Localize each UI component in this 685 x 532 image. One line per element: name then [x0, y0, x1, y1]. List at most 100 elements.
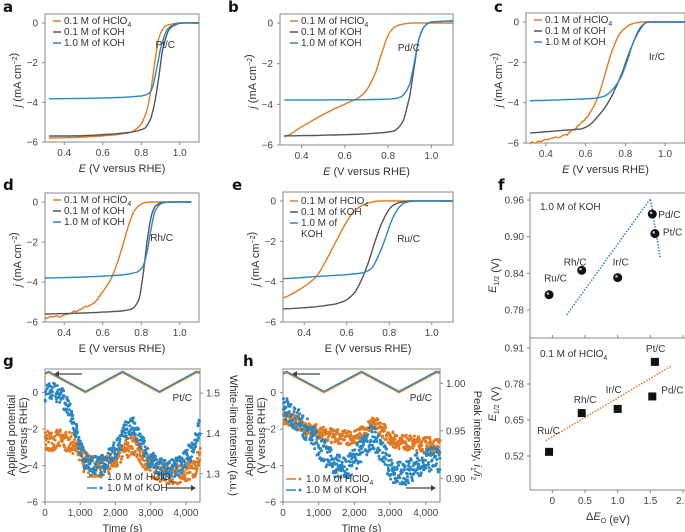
panel-label: e [232, 176, 242, 194]
scatter-point [349, 430, 353, 434]
scatter-point [138, 432, 142, 436]
scatter-point [313, 447, 317, 451]
scatter-point [130, 426, 134, 430]
scatter-point [106, 464, 110, 468]
right-y-tick-label: 0.95 [446, 426, 466, 437]
scatter-point [71, 440, 75, 444]
scatter-point [327, 460, 331, 464]
scatter-point [384, 457, 388, 461]
scatter-point [405, 472, 409, 476]
plot-frame [44, 13, 200, 143]
scatter-point [86, 454, 90, 458]
scatter-point [422, 468, 426, 472]
scatter-point [198, 433, 202, 436]
scatter-point [130, 450, 134, 454]
scatter-point [70, 409, 74, 413]
scatter-point [175, 459, 179, 463]
x-axis-label: E (V versus RHE) [79, 343, 166, 355]
x-tick-label: 2,000 [103, 508, 128, 519]
scatter-point [411, 446, 415, 450]
scatter-point [125, 427, 129, 431]
scatter-point [133, 449, 137, 453]
condition-label: 0.1 M of HClO4 [540, 349, 607, 362]
scatter-point [67, 430, 71, 434]
y-tick-label: −4 [508, 98, 520, 109]
y-tick-label: 0.78 [505, 380, 525, 391]
scatter-point [138, 450, 142, 454]
scatter-point [380, 435, 384, 439]
scatter-point [57, 441, 61, 445]
panel-label: h [243, 352, 254, 370]
legend-marker [99, 475, 103, 479]
scatter-point [194, 441, 198, 445]
legend-label: 1.0 M of [301, 218, 337, 229]
scatter-point [194, 464, 198, 468]
scatter-point [420, 447, 424, 451]
curve-hclo4-01m [44, 201, 192, 320]
scatter-point [135, 453, 139, 456]
scatter-point [417, 435, 420, 439]
x-tick-label: 0.5 [578, 496, 592, 507]
scatter-point [416, 456, 419, 460]
x-tick-label: 3,000 [378, 508, 403, 519]
plot-frame [529, 192, 685, 491]
scatter-point [174, 470, 178, 474]
x-tick-label: 0.8 [618, 149, 632, 160]
scatter-point [361, 450, 364, 454]
potential-line-hclo4 [44, 371, 201, 394]
scatter-point [361, 443, 365, 447]
legend-label: 1.0 M of KOH [301, 38, 362, 49]
scatter-point [398, 476, 402, 480]
curve-hclo4-01m [282, 200, 453, 299]
scatter-point [429, 468, 433, 472]
scatter-point [397, 463, 401, 467]
scatter-point [431, 442, 435, 446]
scatter-point [49, 435, 53, 439]
scatter-point [420, 444, 424, 447]
x-tick-label: 0.8 [134, 328, 148, 339]
panel-label: f [498, 176, 505, 194]
scatter-point [389, 472, 393, 476]
scatter-point [76, 430, 80, 434]
scatter-point [91, 456, 95, 460]
scatter-point [350, 473, 354, 477]
legend-label: 1.0 M of HClO4 [107, 472, 174, 485]
scatter-point [331, 428, 335, 432]
scatter-point [132, 453, 136, 457]
x-tick-label: 0.6 [340, 328, 354, 339]
scatter-point [406, 475, 410, 479]
plot-frame [525, 12, 685, 144]
scatter-point [173, 461, 177, 465]
scatter-point [151, 462, 155, 466]
scatter-point [387, 459, 391, 463]
data-point [650, 229, 660, 239]
point-label: Pd/C [658, 210, 680, 221]
scatter-point [409, 435, 413, 439]
scatter-point [342, 438, 346, 442]
scatter-point [404, 433, 408, 437]
y-tick-label: −2 [262, 59, 274, 70]
scatter-point [309, 435, 313, 439]
scatter-point [348, 460, 352, 464]
scatter-point [120, 455, 124, 459]
scatter-point [317, 436, 321, 440]
curve-koh-01m [48, 22, 199, 137]
right-y-axis-label: White-line intensity (a.u.) [227, 375, 239, 496]
potential-line-koh [44, 370, 201, 393]
scatter-point [117, 447, 121, 450]
catalyst-annotation: Pd/C [410, 393, 432, 404]
scatter-point [173, 473, 177, 477]
y-tick-label: −4 [27, 98, 39, 109]
x-tick-label: 0.8 [134, 148, 148, 159]
scatter-point [398, 460, 402, 464]
scatter-point [293, 416, 297, 420]
scatter-point [324, 428, 328, 432]
scatter-point [354, 452, 358, 456]
x-tick-label: 1.0 [425, 328, 439, 339]
y-tick-label: −6 [27, 318, 39, 329]
curve-koh-10m [284, 20, 453, 101]
panel-label: c [494, 0, 503, 16]
scatter-point [389, 477, 393, 481]
scatter-point [46, 429, 50, 433]
